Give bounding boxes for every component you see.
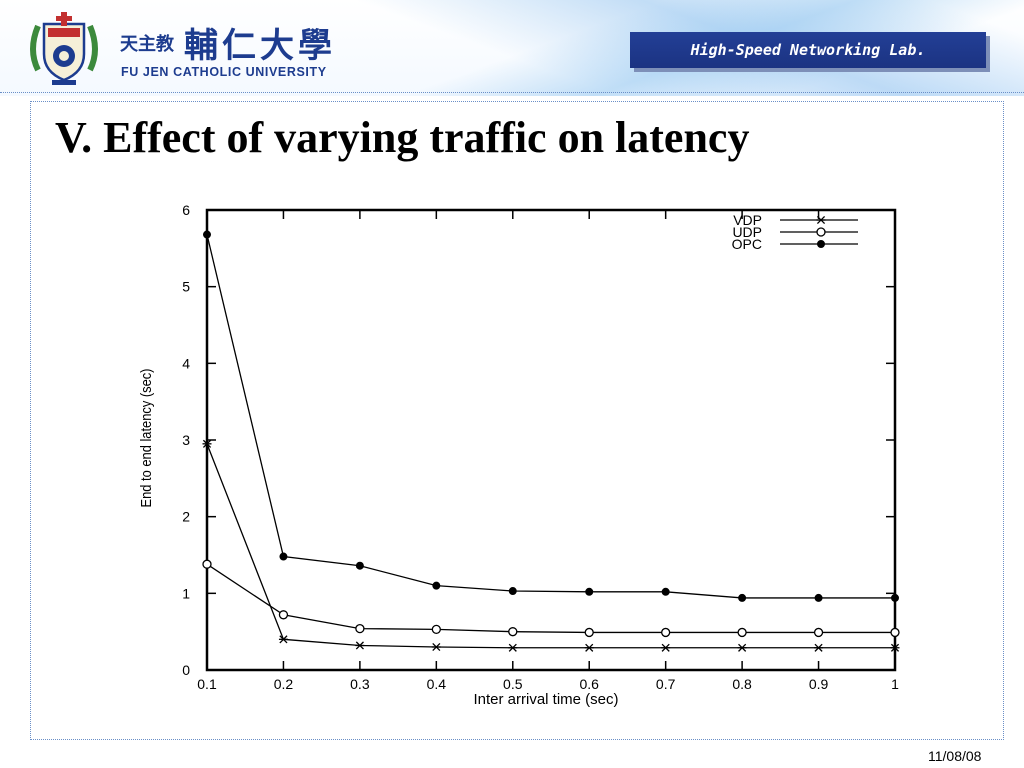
- university-name-english: FU JEN CATHOLIC UNIVERSITY: [121, 65, 327, 79]
- x-tick-label: 1: [891, 676, 899, 692]
- lab-name-badge: High-Speed Networking Lab.: [630, 32, 986, 68]
- university-emblem-icon: [30, 12, 98, 85]
- y-tick-label: 1: [182, 585, 190, 601]
- data-point-vdp: [431, 642, 441, 652]
- data-point-vdp: [278, 635, 288, 644]
- y-tick-label: 2: [182, 509, 190, 525]
- data-point-opc: [432, 581, 441, 590]
- data-point-udp: [737, 627, 747, 638]
- data-point-vdp: [202, 439, 212, 448]
- data-point-vdp: [814, 643, 824, 652]
- y-tick-label: 4: [182, 355, 190, 371]
- x-tick-label: 0.9: [809, 676, 829, 692]
- legend-label-vdp: VDP: [733, 212, 762, 228]
- x-tick-label: 0.7: [656, 676, 676, 692]
- university-name-chinese-prefix: 天主教: [120, 33, 174, 55]
- lab-name-text: High-Speed Networking Lab.: [690, 41, 926, 59]
- y-tick-label: 5: [182, 279, 190, 295]
- content-frame: [30, 101, 1004, 740]
- x-tick-label: 0.2: [274, 676, 294, 692]
- data-point-opc: [203, 230, 211, 239]
- legend-marker-vdp: [816, 215, 826, 225]
- y-axis-label: End to end latency (sec): [137, 369, 154, 508]
- y-tick-label: 0: [182, 662, 190, 678]
- slide-title: V. Effect of varying traffic on latency: [55, 113, 750, 162]
- data-point-opc: [891, 593, 899, 602]
- slide-header: 天主教 輔仁大學 FU JEN CATHOLIC UNIVERSITY High-…: [0, 0, 1024, 96]
- data-point-udp: [508, 627, 518, 637]
- legend-marker-opc: [817, 240, 825, 248]
- x-tick-label: 0.1: [197, 676, 217, 692]
- legend-marker-udp: [816, 227, 826, 237]
- series-line-udp: [206, 563, 895, 634]
- data-point-udp: [355, 623, 365, 634]
- header-divider: [0, 92, 1024, 93]
- data-point-udp: [890, 627, 900, 638]
- plot-frame: [205, 208, 897, 672]
- data-point-opc: [814, 593, 823, 602]
- data-point-opc: [279, 552, 288, 561]
- data-point-udp: [202, 559, 212, 569]
- data-point-opc: [661, 587, 670, 596]
- data-point-udp: [661, 627, 671, 638]
- x-tick-label: 0.5: [503, 676, 523, 692]
- x-tick-label: 0.3: [350, 676, 370, 692]
- data-point-udp: [278, 610, 289, 620]
- data-point-vdp: [508, 643, 518, 652]
- data-point-vdp: [355, 641, 365, 650]
- x-tick-label: 0.4: [427, 676, 447, 692]
- data-point-udp: [431, 624, 441, 635]
- y-tick-label: 3: [182, 432, 190, 448]
- x-axis-label: Inter arrival time (sec): [473, 691, 618, 708]
- series-line-vdp: [206, 443, 895, 649]
- data-point-opc: [355, 561, 364, 570]
- series-line-opc: [206, 234, 895, 599]
- data-point-vdp: [890, 643, 900, 652]
- data-point-vdp: [661, 643, 671, 652]
- x-tick-label: 0.6: [579, 676, 599, 692]
- university-name-chinese-main: 輔仁大學: [184, 26, 336, 66]
- legend-label-opc: OPC: [732, 236, 762, 252]
- data-point-opc: [585, 587, 594, 596]
- data-point-udp: [813, 627, 824, 638]
- footer-date: 11/08/08: [928, 748, 982, 764]
- x-tick-label: 0.8: [732, 676, 752, 692]
- university-name-chinese: 天主教 輔仁大學: [120, 18, 336, 66]
- legend-label-udp: UDP: [732, 224, 762, 240]
- data-point-vdp: [737, 643, 747, 652]
- data-point-udp: [584, 627, 594, 638]
- data-point-opc: [738, 593, 747, 602]
- data-point-opc: [508, 587, 517, 596]
- y-tick-label: 6: [182, 202, 190, 218]
- data-point-vdp: [584, 643, 594, 652]
